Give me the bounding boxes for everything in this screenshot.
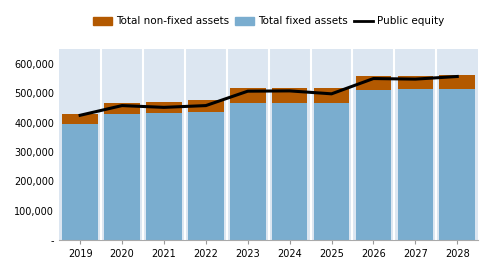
Bar bbox=[355, 76, 391, 90]
Bar bbox=[397, 76, 433, 89]
Bar bbox=[439, 75, 475, 89]
Public equity bbox=[412, 78, 418, 81]
Line: Public equity: Public equity bbox=[80, 76, 458, 115]
Bar bbox=[188, 100, 224, 112]
Bar bbox=[272, 103, 308, 240]
Bar bbox=[146, 113, 182, 240]
Legend: Total non-fixed assets, Total fixed assets, Public equity: Total non-fixed assets, Total fixed asse… bbox=[89, 12, 449, 31]
Bar bbox=[104, 114, 140, 240]
Public equity bbox=[161, 106, 167, 109]
Bar bbox=[314, 88, 350, 103]
Bar bbox=[355, 90, 391, 240]
Public equity bbox=[287, 89, 293, 93]
Bar bbox=[104, 103, 140, 114]
Bar bbox=[272, 88, 308, 103]
Bar bbox=[314, 103, 350, 240]
Bar bbox=[146, 102, 182, 113]
Public equity bbox=[245, 90, 251, 93]
Public equity bbox=[119, 104, 125, 107]
Bar bbox=[62, 124, 98, 240]
Bar bbox=[439, 89, 475, 240]
Bar bbox=[188, 112, 224, 240]
Bar bbox=[230, 103, 266, 240]
Public equity bbox=[371, 77, 377, 80]
Bar bbox=[230, 88, 266, 103]
Public equity bbox=[77, 114, 83, 117]
Bar bbox=[397, 89, 433, 240]
Public equity bbox=[328, 92, 334, 96]
Bar bbox=[62, 114, 98, 124]
Public equity bbox=[455, 75, 460, 78]
Public equity bbox=[203, 104, 209, 107]
